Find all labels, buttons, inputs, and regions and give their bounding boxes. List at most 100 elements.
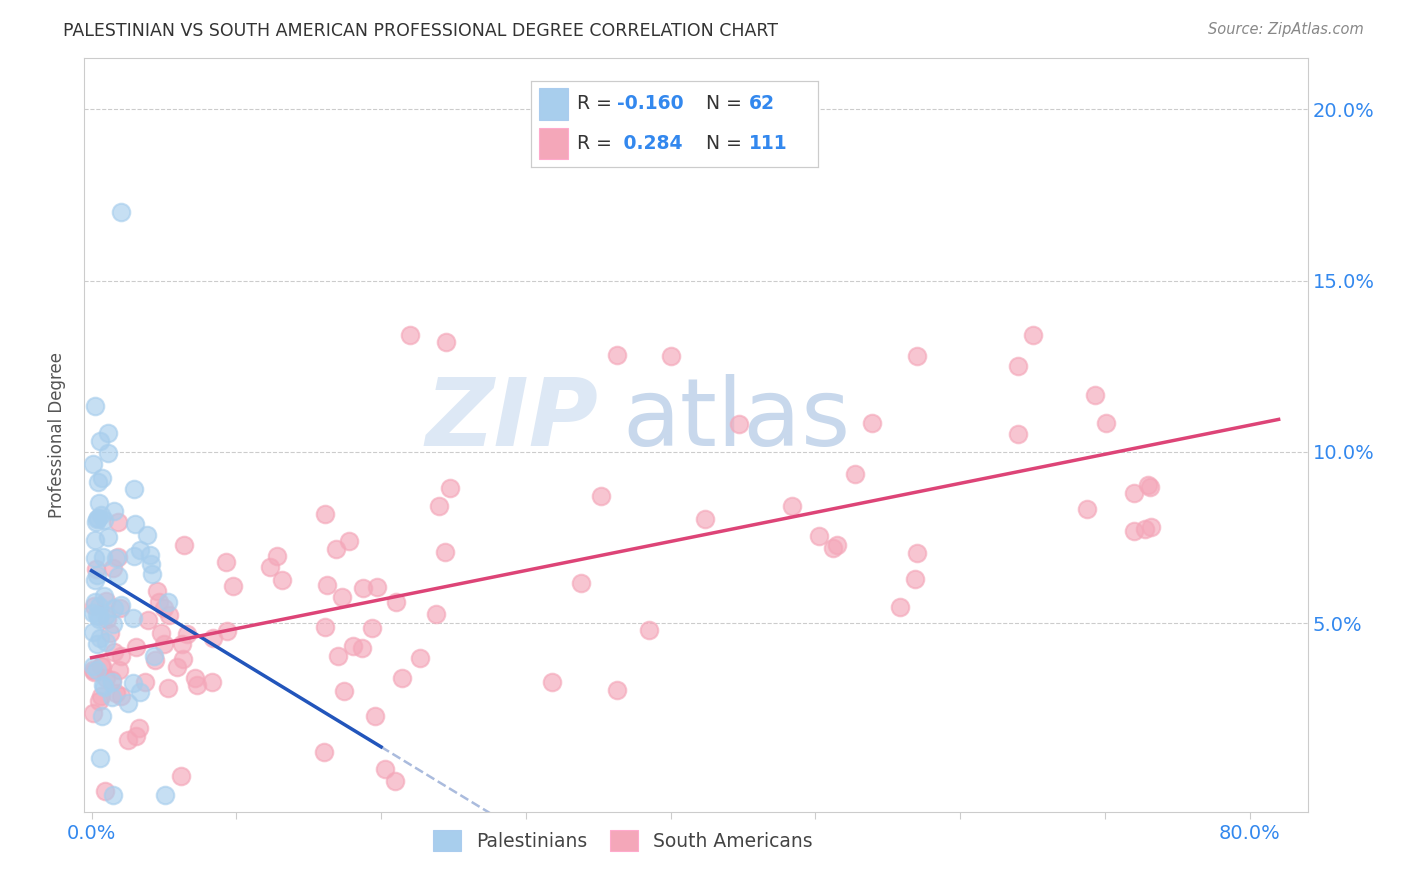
Point <box>84 573 107 587</box>
Point <box>425 607 447 622</box>
Point <box>87 496 110 510</box>
Point <box>101 788 124 802</box>
Point <box>82 625 104 640</box>
Point <box>86 568 108 582</box>
Point <box>82 706 104 720</box>
Point <box>89 751 111 765</box>
Point <box>314 507 336 521</box>
Point <box>108 601 131 615</box>
Point <box>823 541 845 555</box>
Point <box>84 515 107 529</box>
Point <box>1139 481 1161 495</box>
Point <box>170 769 193 783</box>
Point <box>101 673 124 688</box>
Point <box>1135 522 1157 536</box>
Point <box>326 648 349 663</box>
Text: PALESTINIAN VS SOUTH AMERICAN PROFESSIONAL DEGREE CORRELATION CHART: PALESTINIAN VS SOUTH AMERICAN PROFESSION… <box>63 22 779 40</box>
Point <box>97 530 120 544</box>
Point <box>157 607 180 622</box>
Point <box>222 579 245 593</box>
Text: Source: ZipAtlas.com: Source: ZipAtlas.com <box>1208 22 1364 37</box>
Point <box>606 683 628 698</box>
Point <box>94 671 117 685</box>
Point <box>1021 328 1043 343</box>
Point <box>136 613 159 627</box>
Point <box>93 549 115 564</box>
Point <box>103 601 125 615</box>
Point <box>201 674 224 689</box>
Point <box>90 508 112 522</box>
Point <box>129 543 152 558</box>
Point <box>259 559 281 574</box>
Point <box>94 784 117 798</box>
Point <box>89 693 111 707</box>
Point <box>124 517 146 532</box>
Point <box>87 612 110 626</box>
Point <box>110 689 132 703</box>
Point <box>325 542 347 557</box>
Point <box>97 425 120 440</box>
Point <box>350 641 373 656</box>
Point <box>889 599 911 614</box>
Y-axis label: Professional Degree: Professional Degree <box>48 351 66 518</box>
Point <box>202 632 225 646</box>
Point <box>110 205 132 219</box>
Point <box>427 499 450 513</box>
Point <box>352 581 374 595</box>
Point <box>107 550 129 565</box>
Point <box>366 580 388 594</box>
Point <box>434 335 457 350</box>
Point <box>87 609 110 624</box>
Point <box>86 510 108 524</box>
Point <box>98 626 121 640</box>
Point <box>215 555 238 569</box>
Point <box>82 457 104 471</box>
Point <box>83 599 105 613</box>
Point <box>1122 486 1144 500</box>
Point <box>87 599 110 613</box>
Point <box>141 566 163 581</box>
Point <box>108 663 131 677</box>
Point <box>384 774 406 789</box>
Point <box>399 328 422 343</box>
Point <box>143 648 166 663</box>
Point <box>122 611 145 625</box>
Point <box>384 595 406 609</box>
Point <box>157 595 180 609</box>
Point <box>1137 477 1160 491</box>
Point <box>89 631 111 645</box>
Point <box>90 689 112 703</box>
Point <box>100 690 122 704</box>
Point <box>105 685 128 699</box>
Point <box>153 600 176 615</box>
Point <box>91 658 114 673</box>
Point <box>157 681 180 695</box>
Point <box>94 594 117 608</box>
Point <box>96 608 118 623</box>
Point <box>82 659 104 673</box>
Point <box>128 721 150 735</box>
Point <box>215 624 238 638</box>
Point <box>1084 387 1107 401</box>
Point <box>103 560 125 574</box>
Point <box>361 621 384 635</box>
Point <box>125 729 148 743</box>
Point <box>143 653 166 667</box>
Point <box>150 625 173 640</box>
Point <box>107 515 129 529</box>
Point <box>91 709 114 723</box>
Point <box>148 595 170 609</box>
Point <box>153 788 176 802</box>
Point <box>84 533 107 547</box>
Point <box>129 685 152 699</box>
Point <box>266 549 288 564</box>
Point <box>122 676 145 690</box>
Point <box>86 637 108 651</box>
Point <box>780 499 803 513</box>
Point <box>637 624 659 638</box>
Point <box>86 607 108 622</box>
Point <box>110 649 132 664</box>
Point <box>105 551 128 566</box>
Legend: Palestinians, South Americans: Palestinians, South Americans <box>425 822 820 859</box>
Point <box>1076 502 1098 516</box>
